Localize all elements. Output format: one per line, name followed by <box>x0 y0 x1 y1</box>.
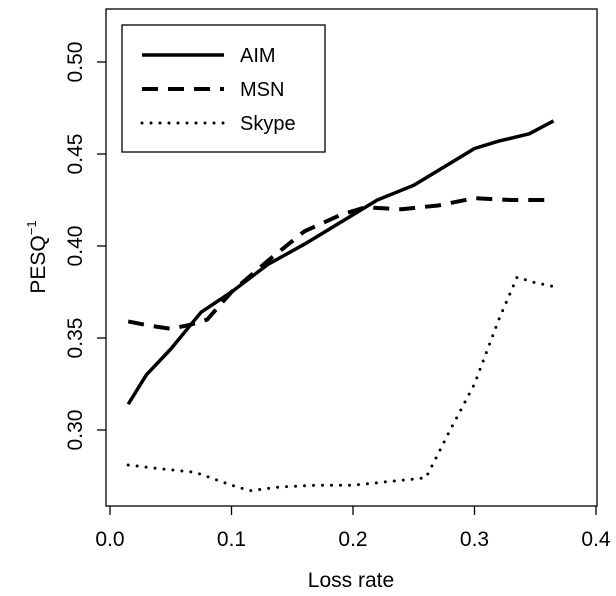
series-group <box>126 119 555 493</box>
y-tick-label: 0.35 <box>64 318 87 359</box>
series-line-aim <box>126 119 555 406</box>
plot-box <box>105 8 598 507</box>
y-axis-title: PESQ−1 <box>24 220 50 293</box>
x-tick-label: 0.0 <box>95 528 124 551</box>
y-tick-label: 0.40 <box>64 226 87 267</box>
y-tick-label: 0.45 <box>64 134 87 175</box>
legend: AIM MSN Skype <box>121 24 326 153</box>
y-tick-label: 0.30 <box>64 410 87 451</box>
y-tick-label: 0.50 <box>64 42 87 83</box>
y-axis-title-superscript: −1 <box>24 220 39 235</box>
y-axis-title-base: PESQ <box>27 235 50 293</box>
x-axis: 0.0 0.1 0.2 0.3 0.4 <box>95 506 611 551</box>
legend-label-msn: MSN <box>240 79 284 101</box>
x-tick-label: 0.4 <box>581 528 611 551</box>
legend-label-skype: Skype <box>240 113 296 135</box>
x-tick-label: 0.3 <box>460 528 489 551</box>
x-axis-title: Loss rate <box>308 569 394 592</box>
series-line-skype <box>126 275 555 493</box>
series-line-msn <box>127 196 554 331</box>
y-axis: 0.30 0.35 0.40 0.45 0.50 <box>64 42 106 451</box>
x-tick-label: 0.1 <box>217 528 246 551</box>
legend-label-aim: AIM <box>240 45 276 67</box>
x-tick-label: 0.2 <box>338 528 367 551</box>
